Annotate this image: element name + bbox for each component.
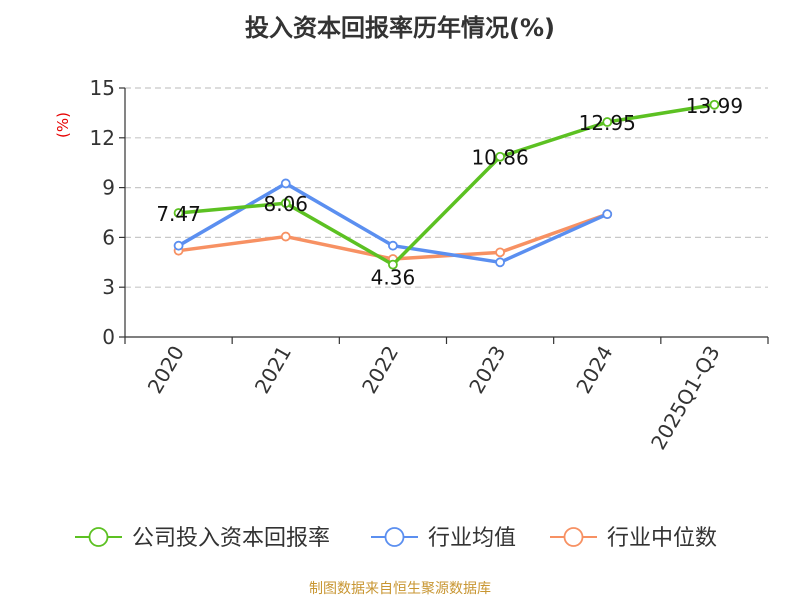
x-tick-label: 2025Q1-Q3 xyxy=(646,342,725,454)
y-tick-label: 6 xyxy=(102,225,115,249)
data-label: 8.06 xyxy=(263,192,308,216)
data-point xyxy=(495,257,505,268)
y-axis-label: (%) xyxy=(54,112,72,138)
chart-title: 投入资本回报率历年情况(%) xyxy=(245,14,555,42)
data-labels: 7.47 8.06 4.36 10.86 12.95 13.99 xyxy=(156,94,743,290)
legend: 公司投入资本回报率 行业均值 行业中位数 xyxy=(75,526,717,551)
data-label: 4.36 xyxy=(371,266,416,290)
x-tick-label: 2020 xyxy=(143,342,189,398)
data-point xyxy=(280,231,291,242)
data-point xyxy=(709,99,720,110)
data-point xyxy=(280,198,291,209)
y-tick-label: 12 xyxy=(90,126,115,150)
grid-lines xyxy=(125,87,768,288)
series-line xyxy=(178,212,608,261)
source-footer: 制图数据来自恒生聚源数据库 xyxy=(309,581,491,597)
data-point xyxy=(495,151,505,162)
data-point xyxy=(495,247,505,258)
x-tick-label: 2022 xyxy=(357,342,403,398)
y-tick-label: 9 xyxy=(102,176,115,200)
data-point xyxy=(280,178,291,189)
data-label: 13.99 xyxy=(686,94,743,118)
data-label: 10.86 xyxy=(471,146,528,170)
data-point xyxy=(388,240,398,251)
x-tick-label: 2023 xyxy=(464,342,510,398)
legend-label: 行业中位数 xyxy=(607,526,717,551)
data-label: 7.47 xyxy=(156,202,201,226)
data-point xyxy=(173,208,184,218)
legend-label: 行业均值 xyxy=(428,526,516,551)
x-tick-label: 2024 xyxy=(571,342,617,398)
data-label: 12.95 xyxy=(579,111,636,135)
legend-swatch-marker xyxy=(384,527,405,547)
data-point xyxy=(602,117,613,127)
series-line xyxy=(178,103,715,267)
y-tick-label: 15 xyxy=(90,76,115,100)
y-tick-label: 0 xyxy=(102,325,115,349)
y-tick-label: 3 xyxy=(102,275,115,299)
data-point xyxy=(173,240,184,251)
data-point xyxy=(602,209,613,220)
data-point xyxy=(388,259,398,270)
legend-item: 行业均值 xyxy=(371,526,516,551)
legend-swatch-marker xyxy=(88,527,109,547)
legend-label: 公司投入资本回报率 xyxy=(132,526,330,551)
legend-item: 公司投入资本回报率 xyxy=(75,526,330,551)
x-tick-label: 2021 xyxy=(250,342,296,398)
series xyxy=(173,99,720,270)
legend-swatch-marker xyxy=(563,527,584,547)
legend-item: 行业中位数 xyxy=(550,526,717,551)
